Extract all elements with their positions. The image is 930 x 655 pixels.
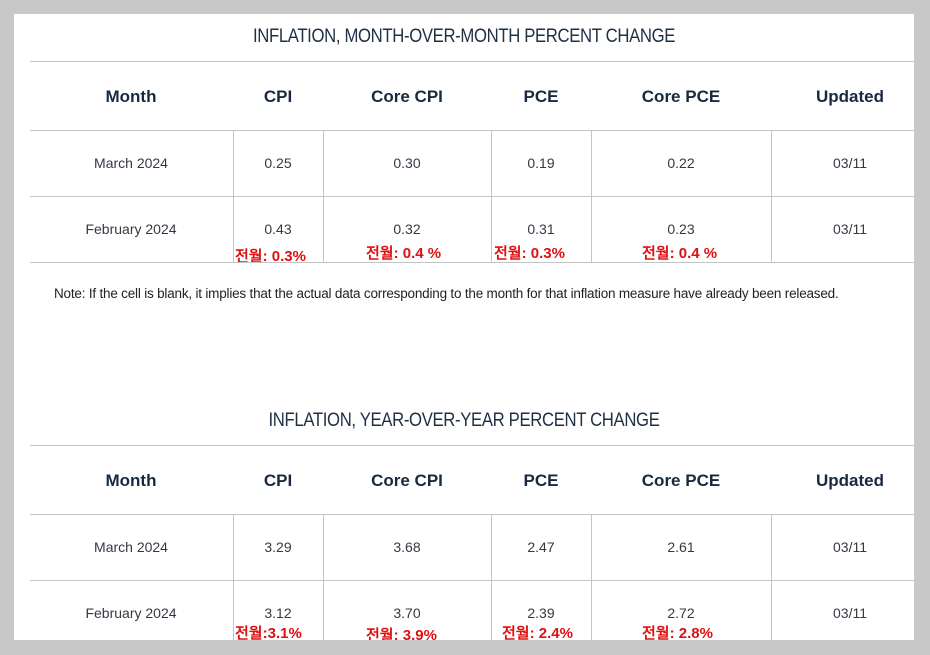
column-divider bbox=[771, 514, 772, 640]
mom-header-month: Month bbox=[105, 87, 157, 106]
mom-cell-cpi: 0.25 bbox=[264, 155, 292, 171]
column-divider bbox=[491, 130, 492, 262]
mom-annotation-cpi: 전월: 0.3% bbox=[235, 248, 306, 265]
yoy-cell-updated: 03/11 bbox=[833, 605, 867, 621]
yoy-cell-cpi: 3.29 bbox=[264, 539, 292, 555]
yoy-header-cpi: CPI bbox=[263, 471, 293, 490]
yoy-cell-month: February 2024 bbox=[85, 605, 177, 621]
divider bbox=[30, 130, 914, 131]
divider bbox=[30, 445, 914, 446]
mom-cell-updated: 03/11 bbox=[833, 221, 867, 237]
mom-cell-core-cpi: 0.30 bbox=[393, 155, 421, 171]
yoy-annotation-core-cpi: 전월: 3.9% bbox=[366, 627, 437, 640]
column-divider bbox=[591, 130, 592, 262]
mom-cell-pce: 0.19 bbox=[527, 155, 555, 171]
footnote: Note: If the cell is blank, it implies t… bbox=[54, 286, 839, 301]
divider bbox=[30, 262, 914, 263]
yoy-cell-core-pce: 2.72 bbox=[667, 605, 695, 621]
mom-header-core-cpi: Core CPI bbox=[371, 87, 443, 106]
column-divider bbox=[233, 514, 234, 640]
mom-table-title: INFLATION, MONTH-OVER-MONTH PERCENT CHAN… bbox=[252, 26, 676, 47]
column-divider bbox=[233, 130, 234, 262]
yoy-cell-core-cpi: 3.70 bbox=[393, 605, 421, 621]
yoy-cell-updated: 03/11 bbox=[833, 539, 867, 555]
divider bbox=[30, 196, 914, 197]
mom-header-cpi: CPI bbox=[263, 87, 293, 106]
column-divider bbox=[323, 514, 324, 640]
yoy-annotation-cpi: 전월:3.1% bbox=[235, 625, 302, 640]
yoy-header-month: Month bbox=[105, 471, 157, 490]
yoy-table-title: INFLATION, YEAR-OVER-YEAR PERCENT CHANGE bbox=[268, 410, 660, 431]
divider bbox=[30, 580, 914, 581]
mom-cell-month: March 2024 bbox=[94, 155, 168, 171]
column-divider bbox=[591, 514, 592, 640]
mom-header-core-pce: Core PCE bbox=[641, 87, 721, 106]
divider bbox=[30, 514, 914, 515]
yoy-cell-cpi: 3.12 bbox=[264, 605, 292, 621]
mom-cell-updated: 03/11 bbox=[833, 155, 867, 171]
yoy-header-core-cpi: Core CPI bbox=[371, 471, 443, 490]
yoy-cell-core-pce: 2.61 bbox=[667, 539, 695, 555]
mom-annotation-core-pce: 전월: 0.4 % bbox=[642, 245, 718, 262]
mom-cell-core-pce: 0.23 bbox=[667, 221, 695, 237]
column-divider bbox=[323, 130, 324, 262]
mom-annotation-core-cpi: 전월: 0.4 % bbox=[366, 245, 442, 262]
yoy-cell-month: March 2024 bbox=[94, 539, 168, 555]
mom-header-pce: PCE bbox=[523, 87, 559, 106]
yoy-header-pce: PCE bbox=[523, 471, 559, 490]
column-divider bbox=[771, 130, 772, 262]
mom-annotation-pce: 전월: 0.3% bbox=[494, 245, 565, 262]
mom-cell-core-cpi: 0.32 bbox=[393, 221, 421, 237]
yoy-annotation-pce: 전월: 2.4% bbox=[502, 625, 573, 640]
yoy-cell-pce: 2.39 bbox=[527, 605, 555, 621]
yoy-cell-core-cpi: 3.68 bbox=[393, 539, 421, 555]
yoy-header-updated: Updated bbox=[816, 471, 884, 490]
mom-cell-pce: 0.31 bbox=[527, 221, 555, 237]
divider bbox=[30, 61, 914, 62]
mom-cell-cpi: 0.43 bbox=[264, 221, 292, 237]
mom-cell-month: February 2024 bbox=[85, 221, 177, 237]
mom-header-updated: Updated bbox=[816, 87, 884, 106]
yoy-header-core-pce: Core PCE bbox=[641, 471, 721, 490]
yoy-annotation-core-pce: 전월: 2.8% bbox=[642, 625, 713, 640]
yoy-cell-pce: 2.47 bbox=[527, 539, 555, 555]
page-sheet: INFLATION, MONTH-OVER-MONTH PERCENT CHAN… bbox=[14, 14, 914, 640]
mom-cell-core-pce: 0.22 bbox=[667, 155, 695, 171]
column-divider bbox=[491, 514, 492, 640]
